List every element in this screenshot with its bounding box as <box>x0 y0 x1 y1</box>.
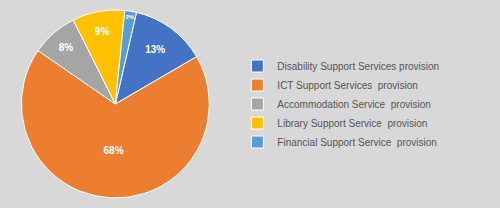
svg-text:Disability Support Services pr: Disability Support Services provision <box>277 61 439 72</box>
svg-text:Accommodation Service provisi: Accommodation Service provision <box>277 99 430 110</box>
svg-text:13%: 13% <box>145 44 165 55</box>
svg-text:9%: 9% <box>95 26 110 37</box>
svg-text:Financial Support Service pro: Financial Support Service provision <box>277 137 437 148</box>
svg-text:68%: 68% <box>103 145 123 156</box>
svg-text:Library Support Service provi: Library Support Service provision <box>277 118 427 129</box>
svg-text:8%: 8% <box>59 42 74 53</box>
svg-text:2%: 2% <box>125 13 134 20</box>
svg-text:ICT Support Services provisio: ICT Support Services provision <box>277 80 417 91</box>
